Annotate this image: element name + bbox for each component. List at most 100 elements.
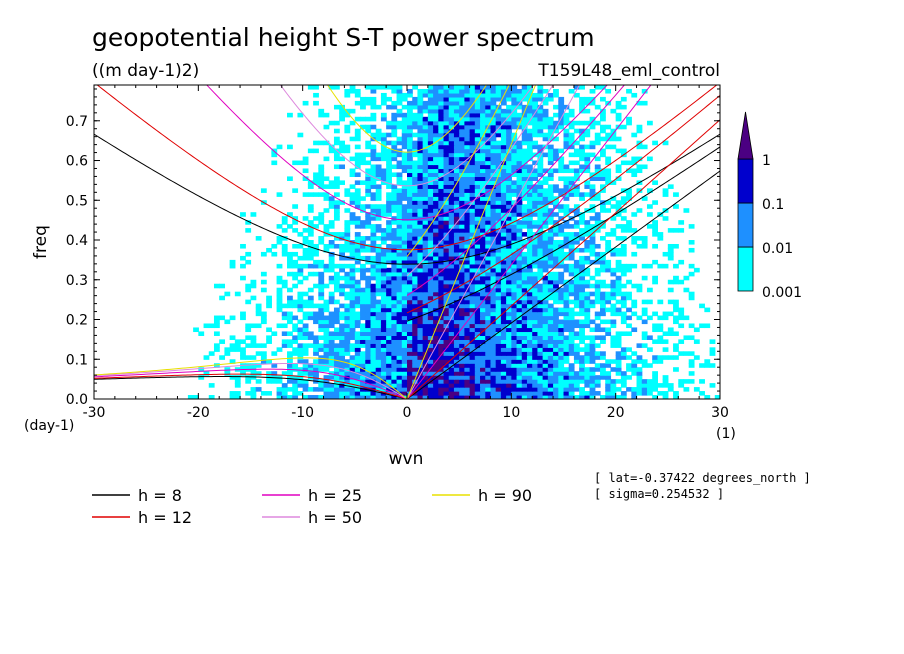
power-cell — [459, 152, 465, 158]
power-cell — [480, 303, 486, 309]
power-cell — [250, 355, 257, 360]
power-cell — [589, 259, 596, 265]
power-cell — [344, 331, 351, 336]
power-cell — [646, 120, 653, 126]
power-cell — [459, 387, 465, 392]
y-axis-label: freq — [31, 225, 51, 259]
power-cell — [391, 327, 398, 333]
power-cell — [469, 303, 476, 309]
power-cell — [307, 331, 314, 336]
power-cell — [360, 180, 366, 185]
power-cell — [646, 387, 653, 392]
power-cell — [526, 92, 533, 98]
power-cell — [438, 279, 445, 285]
power-cell — [464, 92, 471, 98]
power-cell — [485, 299, 492, 305]
power-cell — [542, 343, 549, 348]
power-cell — [464, 228, 471, 233]
power-cell — [568, 192, 575, 197]
power-cell — [667, 311, 674, 317]
power-cell — [511, 315, 518, 321]
power-cell — [302, 263, 309, 269]
power-cell — [417, 152, 424, 158]
power-cell — [354, 136, 361, 142]
power-cell — [318, 323, 325, 329]
power-cell — [407, 184, 413, 189]
power-cell — [516, 88, 523, 94]
power-cell — [537, 116, 544, 122]
power-cell — [464, 212, 471, 217]
power-cell — [459, 108, 465, 114]
power-cell — [307, 335, 314, 340]
power-cell — [521, 299, 528, 305]
power-cell — [699, 391, 705, 396]
power-cell — [615, 148, 622, 154]
power-cell — [401, 355, 408, 360]
power-cell — [427, 363, 434, 368]
power-cell — [584, 283, 591, 289]
power-cell — [380, 85, 387, 90]
power-cell — [620, 224, 627, 229]
power-cell — [412, 160, 419, 166]
power-cell — [568, 124, 575, 130]
power-cell — [600, 112, 606, 118]
power-cell — [605, 387, 612, 392]
power-cell — [448, 160, 455, 166]
power-cell — [307, 311, 314, 317]
power-cell — [407, 168, 413, 174]
power-cell — [453, 247, 460, 253]
power-cell — [495, 347, 502, 352]
power-cell — [605, 243, 612, 249]
power-cell — [506, 108, 512, 114]
power-cell — [339, 144, 345, 150]
power-cell — [500, 116, 507, 122]
power-cell — [375, 307, 382, 313]
power-cell — [563, 303, 570, 309]
power-cell — [474, 136, 481, 142]
power-cell — [594, 271, 601, 277]
power-cell — [516, 168, 523, 174]
power-cell — [594, 283, 601, 289]
power-cell — [386, 148, 392, 154]
power-cell — [526, 271, 533, 277]
power-cell — [354, 188, 361, 193]
power-cell — [386, 319, 392, 325]
power-cell — [526, 267, 533, 273]
power-cell — [526, 375, 533, 380]
power-cell — [281, 383, 288, 388]
power-cell — [427, 319, 434, 325]
power-cell — [495, 128, 502, 134]
power-cell — [433, 363, 439, 368]
power-cell — [401, 387, 408, 392]
power-cell — [375, 251, 382, 257]
power-cell — [297, 327, 304, 333]
power-cell — [417, 307, 424, 313]
power-cell — [344, 88, 351, 94]
power-cell — [464, 271, 471, 277]
power-cell — [443, 259, 450, 265]
power-cell — [683, 315, 690, 321]
power-cell — [292, 299, 299, 305]
power-cell — [339, 371, 345, 376]
power-cell — [469, 391, 476, 396]
power-cell — [349, 243, 356, 249]
power-cell — [563, 212, 570, 217]
power-cell — [662, 140, 669, 146]
power-cell — [234, 379, 241, 384]
power-cell — [573, 331, 580, 336]
power-cell — [506, 128, 512, 134]
power-cell — [511, 335, 518, 340]
power-cell — [453, 152, 460, 158]
power-cell — [287, 299, 293, 305]
power-cell — [464, 311, 471, 317]
power-cell — [391, 148, 398, 154]
power-cell — [448, 335, 455, 340]
power-cell — [349, 216, 356, 221]
power-cell — [360, 224, 366, 229]
power-cell — [391, 275, 398, 281]
power-cell — [500, 303, 507, 309]
power-cell — [532, 128, 539, 134]
power-cell — [333, 307, 340, 313]
power-cell — [307, 85, 314, 90]
power-cell — [401, 283, 408, 289]
